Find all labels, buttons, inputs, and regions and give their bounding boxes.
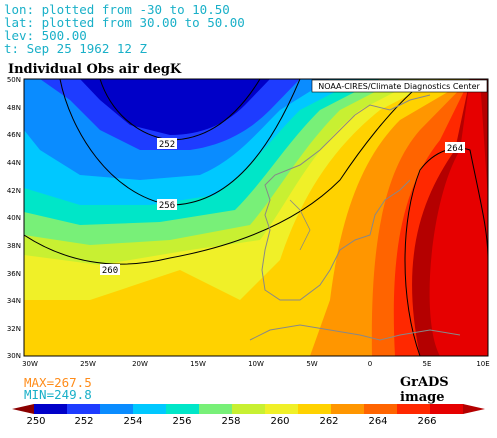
colorbar-label: 264 bbox=[368, 416, 387, 427]
colorbar-swatch bbox=[232, 404, 266, 414]
lat-label: 36N bbox=[7, 270, 21, 278]
temperature-field bbox=[24, 79, 488, 356]
lat-label: 46N bbox=[7, 131, 21, 139]
colorbar-swatch bbox=[298, 404, 332, 414]
lon-label: 0 bbox=[368, 360, 372, 368]
max-value: MAX=267.5 bbox=[24, 375, 92, 390]
time-text: t: Sep 25 1962 12 Z bbox=[4, 41, 147, 56]
plot-title: Individual Obs air degK bbox=[8, 62, 182, 77]
lon-label: 25W bbox=[80, 360, 96, 368]
colorbar-swatch bbox=[166, 404, 200, 414]
lon-range-text: lon: plotted from -30 to 10.50 bbox=[4, 2, 230, 17]
colorbar-label: 256 bbox=[172, 416, 191, 427]
lon-label: 10W bbox=[248, 360, 264, 368]
lat-label: 50N bbox=[7, 76, 21, 84]
min-value: MIN=249.8 bbox=[24, 387, 92, 402]
colorbar-swatch bbox=[397, 404, 431, 414]
colorbar-swatch bbox=[67, 404, 101, 414]
lat-label: 42N bbox=[7, 187, 21, 195]
contour-label-264: 264 bbox=[447, 144, 463, 154]
lat-label: 30N bbox=[7, 352, 21, 360]
lat-label: 40N bbox=[7, 214, 21, 222]
lon-label: 30W bbox=[22, 360, 38, 368]
lon-axis: 30W 25W 20W 15W 10W 5W 0 5E 10E bbox=[22, 360, 490, 368]
colorbar-swatch bbox=[34, 404, 68, 414]
lat-axis: 50N 48N 46N 44N 42N 40N 38N 36N 34N 32N … bbox=[7, 76, 21, 360]
lon-label: 5W bbox=[306, 360, 317, 368]
colorbar-swatch bbox=[430, 404, 464, 414]
lat-label: 44N bbox=[7, 159, 21, 167]
lon-label: 20W bbox=[132, 360, 148, 368]
colorbar-label: 258 bbox=[221, 416, 240, 427]
lat-label: 32N bbox=[7, 325, 21, 333]
colorbar-swatch bbox=[100, 404, 134, 414]
colorbar-label: 262 bbox=[319, 416, 338, 427]
grads-image-label: GrADS image bbox=[400, 375, 449, 405]
colorbar-swatch bbox=[364, 404, 398, 414]
colorbar-right-arrow bbox=[463, 404, 485, 414]
colorbar-label: 252 bbox=[74, 416, 93, 427]
colorbar-left-arrow bbox=[12, 404, 34, 414]
lat-range-text: lat: plotted from 30.00 to 50.00 bbox=[4, 15, 245, 30]
contour-label-260: 260 bbox=[102, 266, 118, 276]
colorbar-swatch bbox=[199, 404, 233, 414]
colorbar-swatch bbox=[133, 404, 167, 414]
contour-label-256: 256 bbox=[159, 201, 175, 211]
lon-label: 10E bbox=[476, 360, 489, 368]
colorbar-label: 260 bbox=[270, 416, 289, 427]
colorbar-label: 266 bbox=[417, 416, 436, 427]
lon-label: 5E bbox=[423, 360, 432, 368]
lat-label: 34N bbox=[7, 297, 21, 305]
color-bar bbox=[12, 404, 485, 414]
contour-label-252: 252 bbox=[159, 140, 175, 150]
credit-text: NOAA-CIRES/Climate Diagnostics Center bbox=[318, 82, 480, 91]
colorbar-label: 254 bbox=[123, 416, 142, 427]
colorbar-label: 250 bbox=[26, 416, 45, 427]
colorbar-swatch bbox=[265, 404, 299, 414]
lon-label: 15W bbox=[190, 360, 206, 368]
lat-label: 38N bbox=[7, 242, 21, 250]
color-bar-labels: 250 252 254 256 258 260 262 264 266 bbox=[26, 416, 436, 427]
lat-label: 48N bbox=[7, 104, 21, 112]
colorbar-swatch bbox=[331, 404, 365, 414]
level-text: lev: 500.00 bbox=[4, 28, 87, 43]
